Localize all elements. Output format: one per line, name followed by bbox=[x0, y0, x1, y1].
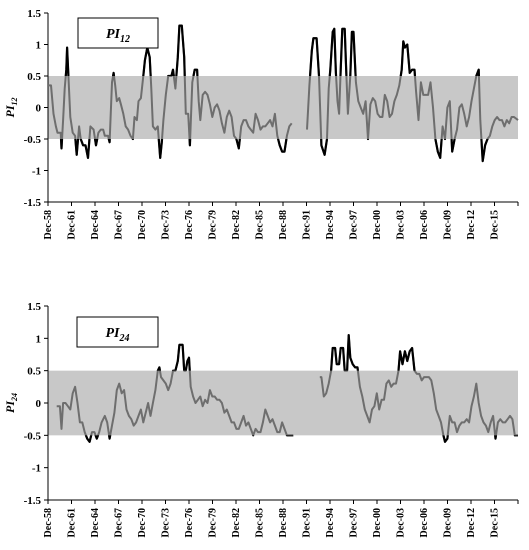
y-tick-label: -1 bbox=[32, 463, 41, 475]
y-tick-label: 0.5 bbox=[27, 366, 41, 378]
panel-label: PI24 bbox=[106, 326, 130, 344]
panel-label-main: PI bbox=[106, 326, 121, 341]
x-tick-label: Dec-85 bbox=[255, 508, 266, 537]
y-tick-label: 0 bbox=[36, 398, 42, 410]
x-tick-label: Dec-88 bbox=[278, 508, 289, 537]
x-tick-label: Dec-79 bbox=[208, 508, 219, 537]
x-tick-label: Dec-03 bbox=[396, 210, 407, 239]
x-tick-label: Dec-67 bbox=[114, 508, 125, 537]
x-tick-label: Dec-06 bbox=[419, 210, 430, 239]
x-tick-label: Dec-58 bbox=[43, 508, 54, 537]
y-tick-label: 1.5 bbox=[27, 301, 41, 313]
x-tick-label: Dec-00 bbox=[372, 508, 383, 537]
x-tick-label: Dec-82 bbox=[231, 210, 242, 239]
y-tick-label: -1.5 bbox=[24, 197, 42, 209]
y-axis-label: PI24 bbox=[3, 393, 19, 413]
x-tick-label: Dec-91 bbox=[302, 210, 313, 239]
panel-label: PI12 bbox=[106, 27, 130, 45]
y-axis-label-sub: 12 bbox=[10, 98, 19, 106]
x-tick-label: Dec-64 bbox=[90, 210, 101, 239]
x-tick-label: Dec-15 bbox=[490, 210, 501, 239]
y-tick-label: -1.5 bbox=[24, 495, 42, 507]
x-tick-label: Dec-82 bbox=[231, 508, 242, 537]
y-tick-label: 0 bbox=[36, 103, 42, 115]
x-tick-label: Dec-91 bbox=[302, 508, 313, 537]
x-tick-label: Dec-58 bbox=[43, 210, 54, 239]
y-axis-label-sub: 24 bbox=[10, 393, 19, 402]
y-axis-label-main: PI bbox=[3, 400, 17, 413]
y-tick-label: -1 bbox=[32, 166, 41, 178]
y-tick-label: -0.5 bbox=[24, 430, 42, 442]
x-tick-label: Dec-76 bbox=[184, 210, 195, 239]
x-tick-label: Dec-06 bbox=[419, 508, 430, 537]
x-tick-label: Dec-00 bbox=[372, 210, 383, 239]
x-tick-label: Dec-61 bbox=[67, 210, 78, 239]
x-tick-label: Dec-94 bbox=[325, 508, 336, 537]
y-axis-label-main: PI bbox=[3, 104, 17, 117]
x-tick-label: Dec-97 bbox=[349, 210, 360, 239]
x-tick-label: Dec-09 bbox=[443, 508, 454, 537]
x-tick-label: Dec-97 bbox=[349, 508, 360, 537]
x-tick-label: Dec-94 bbox=[325, 210, 336, 239]
x-tick-label: Dec-64 bbox=[90, 508, 101, 537]
x-tick-label: Dec-03 bbox=[396, 508, 407, 537]
x-tick-label: Dec-67 bbox=[114, 210, 125, 239]
y-axis-label: PI12 bbox=[3, 98, 19, 118]
x-tick-label: Dec-73 bbox=[161, 508, 172, 537]
x-tick-label: Dec-70 bbox=[137, 210, 148, 239]
panel-label-main: PI bbox=[106, 27, 121, 42]
x-tick-label: Dec-15 bbox=[490, 508, 501, 537]
x-tick-label: Dec-61 bbox=[67, 508, 78, 537]
y-tick-label: 1 bbox=[36, 40, 42, 52]
y-tick-label: 0.5 bbox=[27, 71, 41, 83]
x-tick-label: Dec-09 bbox=[443, 210, 454, 239]
y-tick-label: 1.5 bbox=[27, 8, 41, 20]
panel-label-box bbox=[77, 17, 159, 49]
x-tick-label: Dec-12 bbox=[466, 210, 477, 239]
x-tick-label: Dec-88 bbox=[278, 210, 289, 239]
panel-label-sub: 12 bbox=[120, 34, 130, 45]
y-tick-label: 1 bbox=[36, 333, 42, 345]
x-tick-label: Dec-76 bbox=[184, 508, 195, 537]
x-tick-label: Dec-73 bbox=[161, 210, 172, 239]
x-tick-label: Dec-79 bbox=[208, 210, 219, 239]
y-tick-label: -0.5 bbox=[24, 134, 42, 146]
x-tick-label: Dec-85 bbox=[255, 210, 266, 239]
x-tick-label: Dec-70 bbox=[137, 508, 148, 537]
panel-label-box bbox=[76, 316, 159, 348]
panel-label-sub: 24 bbox=[119, 333, 130, 344]
x-tick-label: Dec-12 bbox=[466, 508, 477, 537]
